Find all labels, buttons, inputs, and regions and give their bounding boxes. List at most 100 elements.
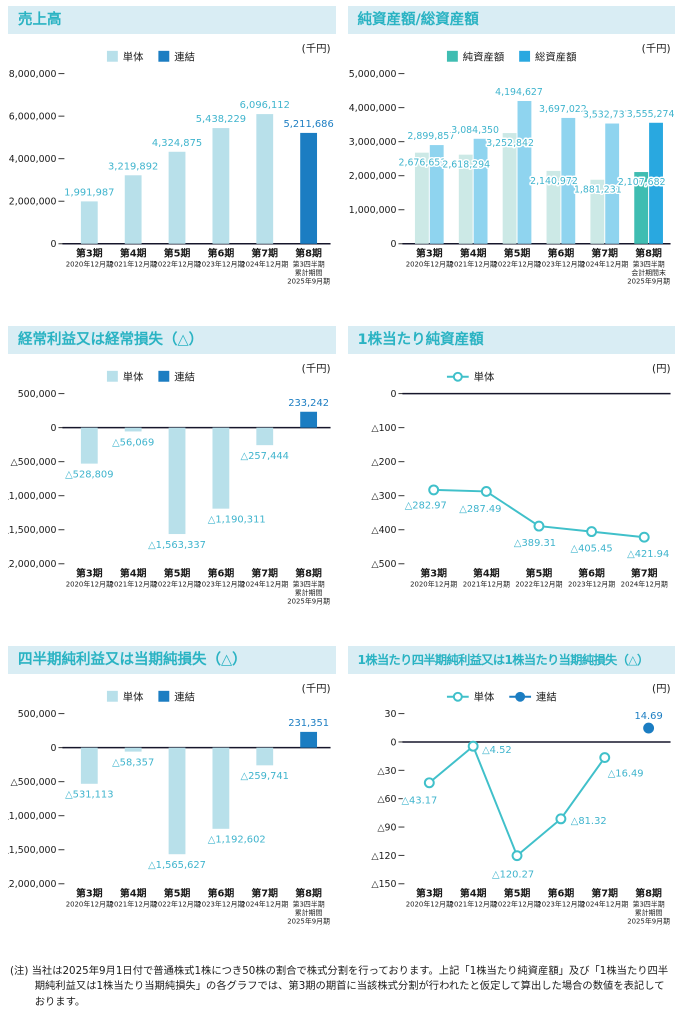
legend-swatch (158, 50, 170, 62)
panel-ordinary-income: 経常利益又は経常損失（△） (千円) 単体 連結 500,000 0 △500,000 △1… (8, 326, 336, 636)
data-point (511, 850, 522, 862)
x-category-label: 2020年12月期 (405, 260, 452, 269)
net-assets-per-share-chart: (円) 単体 0 △100 △200 △300 △400 △500 第3期 2020年12月期 第4… (348, 356, 676, 636)
bar (168, 747, 186, 855)
value-label: 231,351 (288, 718, 329, 729)
legend-swatch (106, 370, 118, 382)
legend-marker (452, 371, 463, 382)
x-category-label: 2023年12月期 (568, 580, 615, 589)
quarterly-net-income-title: 四半期純利益又は当期純損失（△） (8, 646, 336, 674)
value-label: △528,809 (65, 469, 113, 480)
x-category-label: 2024年12月期 (241, 580, 288, 589)
legend-swatch (518, 50, 530, 62)
x-category-label: 第3四半期 (293, 580, 325, 589)
y-tick-label: △200 (371, 457, 396, 468)
data-point (427, 484, 439, 496)
value-label: 2,676,651 (398, 158, 446, 169)
x-category-label: 第7期 (591, 887, 618, 900)
bar (168, 151, 186, 244)
bar (256, 747, 274, 766)
x-category-label: 第3四半期 (632, 900, 664, 909)
x-category-label: 2021年12月期 (110, 900, 157, 909)
y-tick-label: 0 (390, 737, 396, 748)
footnote: (注) 当社は2025年9月1日付で普通株式1株につき50株の割合で株式分割を行… (10, 965, 669, 1008)
y-tick-label: 4,000,000 (348, 103, 396, 114)
x-category-label: 第7期 (591, 247, 618, 260)
chart-canvas: (円)単体 連結300△30△60△90△120△150第3期2020年12月期第… (371, 683, 670, 926)
bar-net-assets (414, 152, 429, 244)
bar-total-assets (648, 122, 663, 244)
x-category-label: 第5期 (164, 247, 191, 260)
value-label: 2,899,857 (407, 131, 455, 142)
legend-swatch (158, 370, 170, 382)
x-category-label: 第3四半期 (293, 260, 325, 269)
value-label: 2,618,294 (442, 160, 490, 171)
y-tick-label: △150 (371, 879, 396, 890)
bar (300, 411, 318, 428)
y-tick-label: △1,500,000 (8, 525, 57, 536)
legend-label: 単体 (123, 371, 144, 384)
value-label: △1,565,627 (148, 860, 206, 871)
y-tick-label: 500,000 (18, 389, 57, 400)
data-point (533, 520, 544, 532)
y-tick-label: △1,000,000 (8, 811, 57, 822)
panel-net-assets-per-share: 1株当たり純資産額 (円) 単体 0 △100 △200 △300 △400 △500 第3期 2… (347, 326, 676, 636)
chart-canvas: (千円) 単体 連結 500,000 0 △500,000 △1,000,000 △1,500… (8, 683, 331, 926)
x-category-label: 2025年9月期 (287, 276, 330, 285)
bar-total-assets (560, 117, 575, 244)
panel-net-assets-total-assets: 純資産額/総資産額 (千円) 純資産額 総資産額 5,000,000 4,000,000… (347, 6, 675, 316)
x-category-label: 第8期 (635, 247, 662, 260)
chart-canvas: (千円) 単体 連結 8,000,000 6,000,000 4,000,000 2,000… (9, 43, 335, 286)
value-label: 2,107,682 (617, 177, 665, 188)
bar (256, 427, 274, 446)
x-category-label: 2024年12月期 (241, 900, 288, 909)
value-label: 1,991,987 (64, 187, 114, 198)
y-tick-label: 0 (390, 239, 396, 250)
net-assets-per-share-title: 1株当たり純資産額 (347, 326, 675, 354)
value-label: 5,211,686 (283, 119, 333, 130)
x-category-label: 第6期 (208, 567, 235, 580)
x-category-label: 第7期 (251, 247, 278, 260)
x-category-label: 第8期 (295, 567, 322, 580)
net-sales-chart: (千円) 単体 連結 8,000,000 6,000,000 4,000,000 2,000… (8, 36, 336, 316)
value-label: 4,324,875 (152, 138, 202, 149)
ordinary-income-chart: (千円) 単体 連結 500,000 0 △500,000 △1,000,000 △1,500… (8, 356, 336, 636)
legend-swatch (446, 50, 458, 62)
y-tick-label: 0 (51, 239, 57, 250)
x-category-label: 第6期 (547, 887, 574, 900)
panel-quarterly-net-income: 四半期純利益又は当期純損失（△） (千円) 単体 連結 500,000 0 △500,00… (8, 646, 336, 956)
legend-label: 連結 (535, 691, 556, 704)
x-category-label: 第6期 (208, 887, 235, 900)
x-category-label: 第8期 (295, 887, 322, 900)
net-income-per-share-chart: (円) 単体 連結 30 0 △30 △60 △90 △120 △150 第3期 2020年12月期第… (348, 676, 676, 956)
bar-total-assets (429, 145, 444, 244)
bar-net-assets (633, 172, 648, 244)
bar (124, 747, 142, 752)
y-tick-label: △500,000 (11, 457, 57, 468)
value-label: 3,084,350 (451, 125, 499, 136)
x-category-label: 2020年12月期 (410, 580, 457, 589)
x-category-label: 2024年12月期 (620, 580, 667, 589)
x-category-label: 2025年9月期 (287, 916, 330, 925)
x-category-label: 2022年12月期 (493, 900, 540, 909)
panel-net-sales: 売上高 (千円) 単体 連結 8,000,000 6,000,000 4,000,000 2… (8, 6, 336, 316)
value-label: △1,192,602 (208, 835, 266, 846)
x-category-label: 2020年12月期 (66, 900, 113, 909)
x-category-label: 第3期 (76, 247, 103, 260)
x-category-label: 第7期 (251, 567, 278, 580)
x-category-label: 累計期間 (295, 268, 323, 277)
data-point (554, 813, 566, 825)
value-label: △4.52 (482, 745, 512, 756)
x-category-label: 2024年12月期 (581, 900, 628, 909)
bar (80, 201, 98, 244)
y-tick-label: 2,000,000 (9, 197, 57, 208)
y-tick-label: 0 (51, 423, 57, 434)
legend-label: 単体 (473, 371, 494, 384)
chart-canvas: (千円) 単体 連結 500,000 0 △500,000 △1,000,000 △1,500… (8, 363, 331, 606)
x-category-label: 第4期 (120, 567, 147, 580)
y-tick-label: △300 (371, 491, 396, 502)
value-label: 3,555,274 (626, 109, 674, 120)
bar-net-assets (458, 154, 473, 244)
data-point (480, 486, 492, 497)
